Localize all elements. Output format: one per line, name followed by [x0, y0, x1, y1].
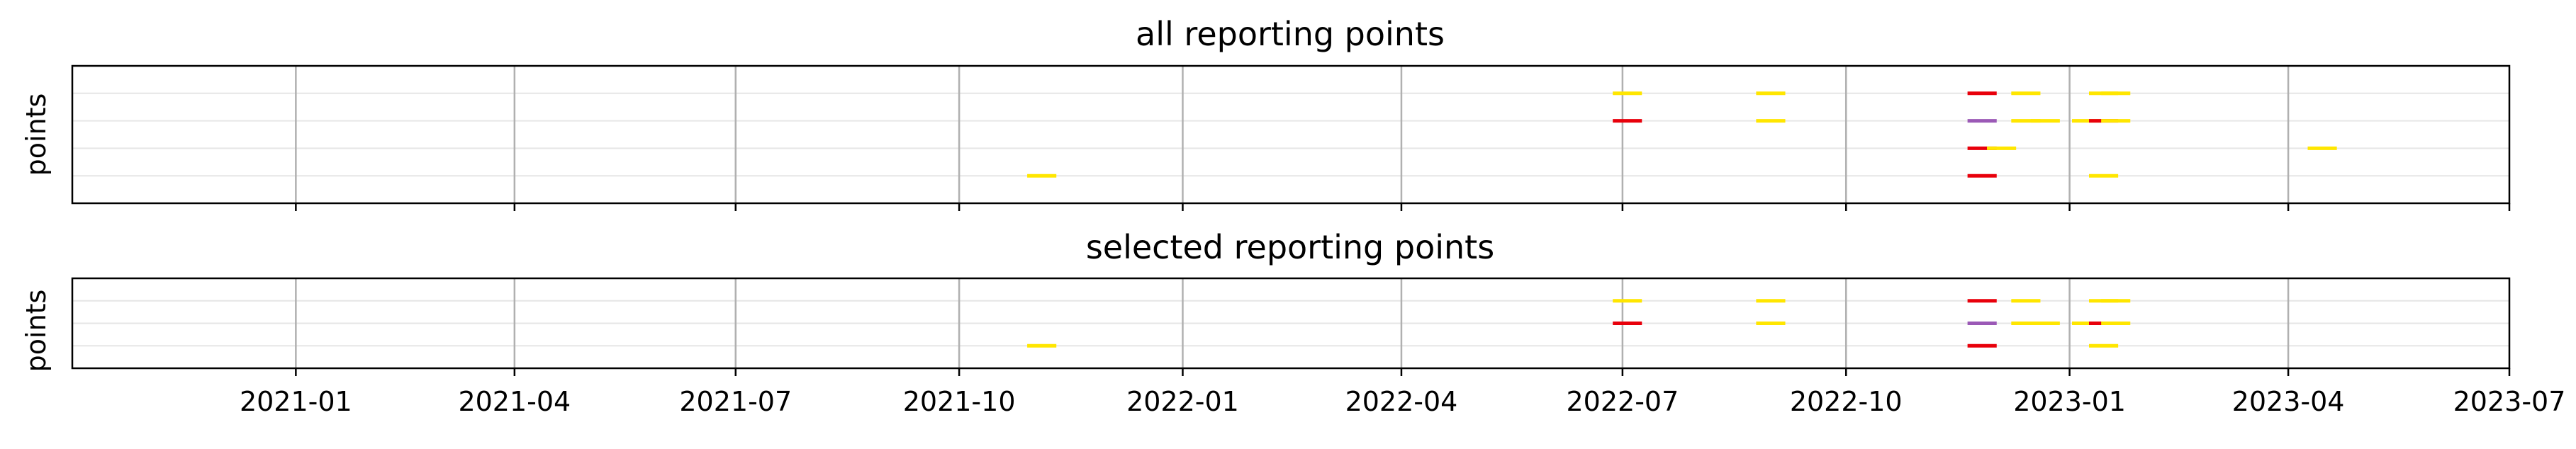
x-tick-label: 2022-01	[1126, 386, 1239, 417]
x-tick-label: 2023-04	[2232, 386, 2345, 417]
x-tick-label: 2022-07	[1566, 386, 1679, 417]
x-tick-label: 2023-07	[2453, 386, 2566, 417]
x-tick-label: 2022-04	[1345, 386, 1458, 417]
x-tick-label: 2021-10	[903, 386, 1016, 417]
top-chart-title: all reporting points	[1136, 15, 1445, 53]
top-chart-plot-area	[71, 64, 2511, 211]
bottom-chart-ylabel: points	[21, 290, 52, 373]
plot-frame	[71, 277, 2511, 370]
x-tick-label: 2021-04	[458, 386, 571, 417]
x-tick-label: 2022-10	[1790, 386, 1903, 417]
plot-frame	[71, 64, 2511, 205]
bottom-chart-title: selected reporting points	[1086, 228, 1494, 266]
x-tick-label: 2021-07	[679, 386, 792, 417]
bottom-chart-plot-area: 2021-01 2021-04 2021-07 2021-10 2022-01 2022-…	[71, 277, 2566, 417]
x-tick-label: 2023-01	[2013, 386, 2126, 417]
x-tick-label: 2021-01	[240, 386, 352, 417]
top-chart-ylabel: points	[21, 93, 52, 176]
